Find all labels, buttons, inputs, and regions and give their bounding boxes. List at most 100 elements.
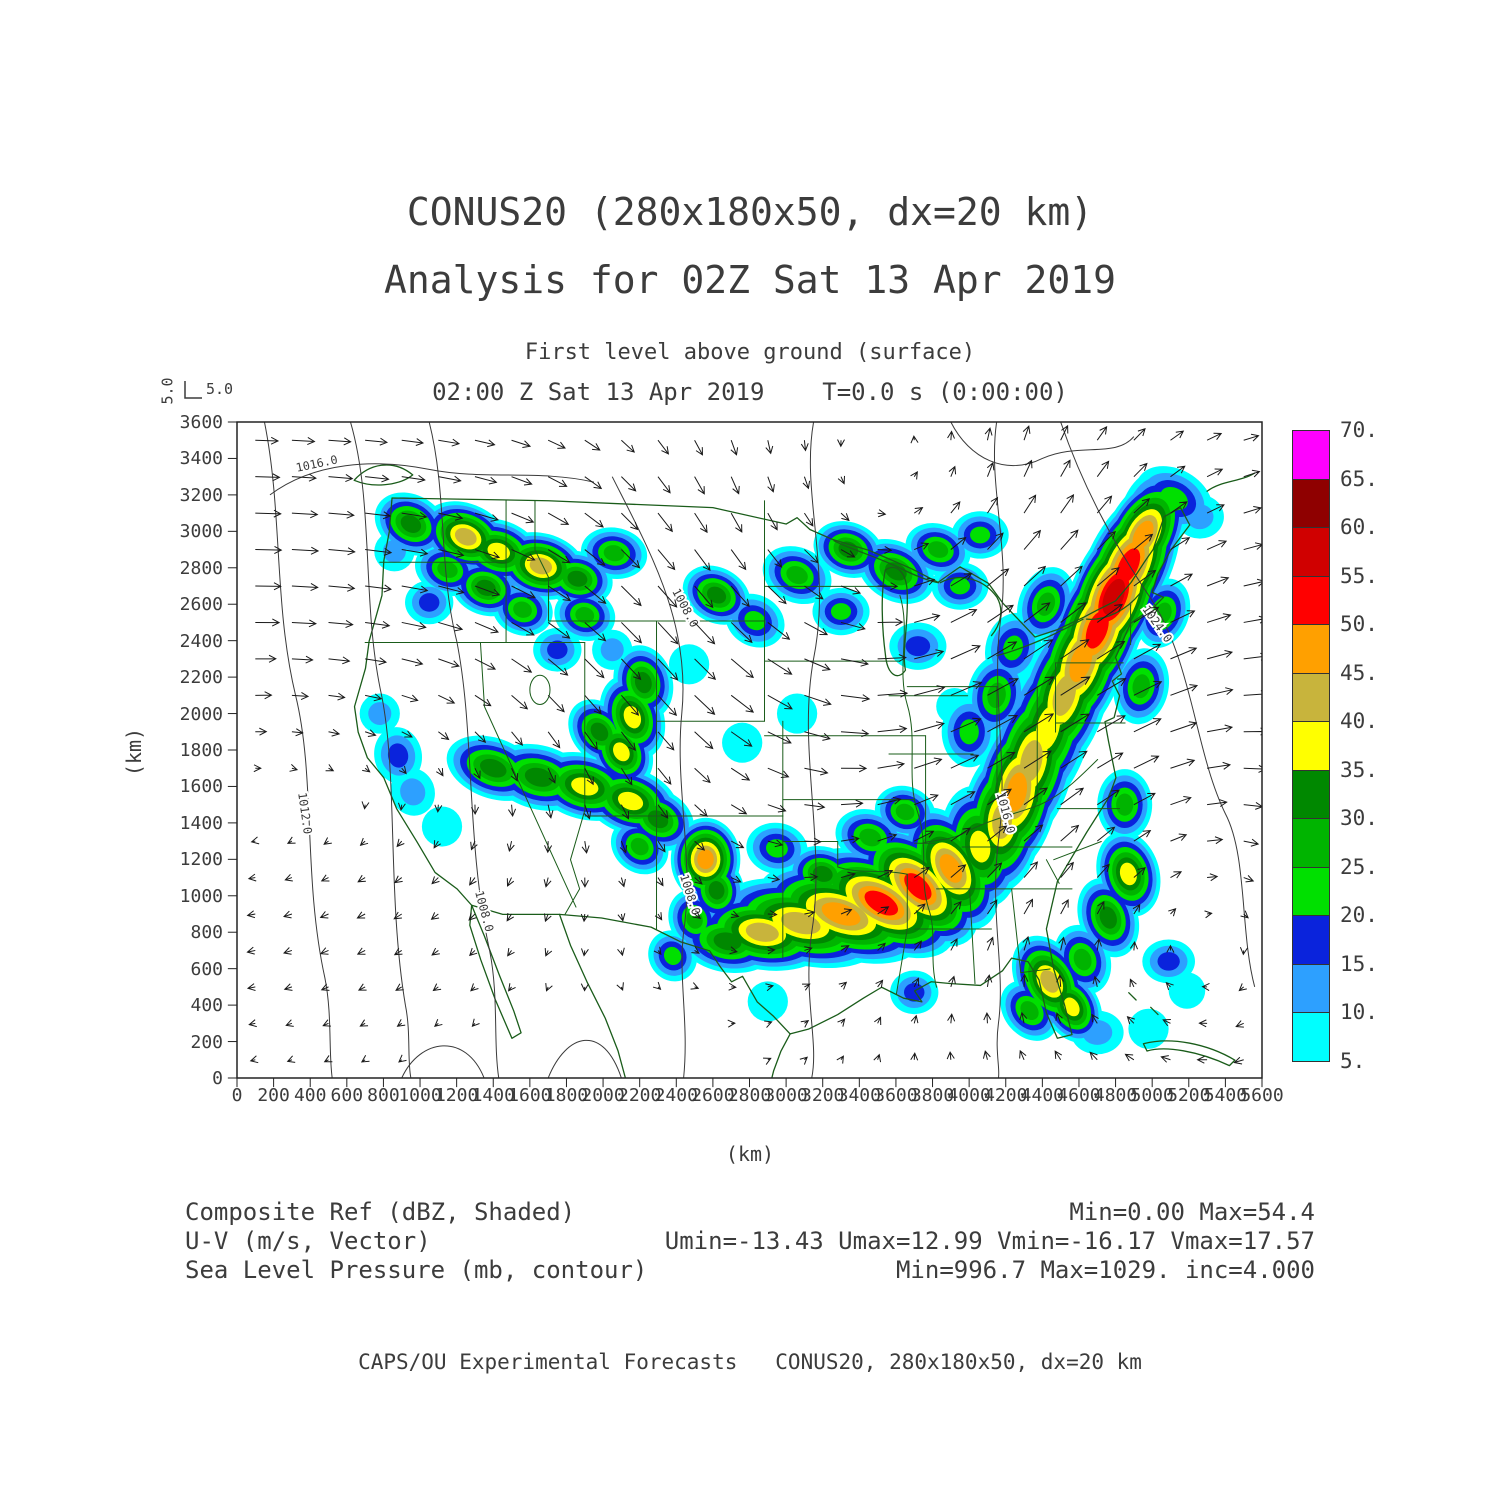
y-tick-label: 3400 — [179, 448, 223, 470]
colorbar-segment — [1292, 624, 1330, 674]
colorbar-segment — [1292, 963, 1330, 1014]
x-tick-label: 5000 — [1130, 1085, 1174, 1106]
great-lake-outline — [882, 568, 907, 676]
colorbar-segment — [1292, 672, 1330, 723]
state-border — [480, 642, 576, 907]
colorbar-boundary-label: 15. — [1340, 951, 1378, 976]
x-tick-label: 3400 — [837, 1085, 881, 1106]
y-axis-title: (km) — [122, 727, 147, 777]
x-axis-title: (km) — [725, 1142, 775, 1166]
mexico-coast — [470, 905, 521, 1038]
us-coast-border-outline — [355, 498, 1190, 1038]
island-outline — [1129, 993, 1136, 1000]
y-tick-label: 3200 — [179, 484, 223, 506]
pressure-contour-line — [808, 422, 819, 1078]
state-border — [565, 810, 585, 914]
state-border — [1012, 889, 1021, 973]
x-tick-label: 0 — [231, 1085, 243, 1106]
x-tick-label: 800 — [367, 1085, 400, 1106]
x-tick-label: 3800 — [910, 1085, 955, 1106]
pressure-contour-line — [402, 1046, 484, 1078]
colorbar-segment — [1292, 769, 1330, 820]
x-tick-label: 2600 — [691, 1085, 735, 1106]
colorbar-boundary-label: 10. — [1340, 1000, 1378, 1025]
y-tick-label: 2400 — [179, 630, 223, 652]
legend-row-pressure: Sea Level Pressure (mb, contour) Min=996… — [185, 1256, 1315, 1285]
colorbar-boundary-label: 70. — [1340, 418, 1378, 442]
state-border — [922, 759, 1098, 843]
mexico-coast — [560, 914, 626, 1078]
y-axis-tick-labels: 3600 3400 3200 3000 2800 2600 2400 2200 2000 1800… — [147, 412, 231, 1089]
colorbar-segment — [1292, 575, 1330, 626]
radar-shading-layer — [359, 466, 1224, 1055]
legend-field1-label: Composite Ref (dBZ, Shaded) — [185, 1198, 576, 1226]
plot-title-line1: CONUS20 (280x180x50, dx=20 km) — [406, 190, 1094, 234]
level-subtitle: First level above ground (surface) — [524, 340, 976, 365]
colorbar-segment — [1292, 430, 1330, 480]
x-tick-label: 4000 — [947, 1085, 991, 1106]
x-tick-label: 1000 — [398, 1085, 442, 1106]
pressure-contour-line — [264, 422, 332, 1078]
field-legend: Composite Ref (dBZ, Shaded) Min=0.00 Max… — [185, 1198, 1315, 1285]
state-border — [970, 889, 975, 984]
x-tick-label: 5600 — [1240, 1085, 1284, 1106]
y-tick-label: 2600 — [179, 594, 223, 616]
state-border — [1046, 860, 1059, 884]
island-outline — [354, 465, 413, 485]
colorbar-boundary-label: 35. — [1340, 757, 1378, 782]
y-tick-label: 1600 — [179, 776, 223, 798]
island-outline — [1151, 1007, 1158, 1014]
x-axis-tick-labels: 0 200 400 600 800 1000 1200 1400 1600 1800 2000 220… — [232, 1085, 1284, 1109]
colorbar-segment — [1292, 866, 1330, 917]
y-tick-label: 2000 — [179, 703, 223, 725]
vector-scale-vertical-label: 5.0 — [158, 377, 177, 405]
colorbar-segment — [1292, 721, 1330, 771]
colorbar-segment — [1292, 527, 1330, 577]
colorbar-boundary-label: 45. — [1340, 660, 1378, 685]
wind-vector-arrows — [247, 426, 1268, 1065]
mexico-coast — [772, 1034, 790, 1078]
state-border — [535, 501, 549, 621]
x-tick-label: 3000 — [764, 1085, 808, 1106]
colorbar-segment — [1292, 818, 1330, 868]
y-tick-label: 3000 — [179, 521, 223, 543]
salt-lake-outline — [530, 675, 550, 704]
map-plot-canvas: 1016.01012.01008.01008.01008.01016.01024… — [237, 422, 1262, 1078]
y-tick-label: 2200 — [179, 667, 223, 689]
great-lake-outline — [997, 619, 1083, 655]
y-tick-label: 1200 — [179, 849, 223, 871]
x-tick-label: 2000 — [581, 1085, 625, 1106]
state-border — [1021, 969, 1050, 973]
legend-row-wind: U-V (m/s, Vector) Umin=-13.43 Umax=12.99… — [185, 1227, 1315, 1256]
y-tick-label: 600 — [190, 958, 223, 980]
x-tick-label: 200 — [257, 1085, 290, 1106]
x-tick-label: 2200 — [617, 1085, 662, 1106]
island-outline — [1207, 473, 1255, 491]
colorbar-boundary-label: 50. — [1340, 612, 1378, 637]
pressure-contour-line — [612, 477, 687, 1078]
x-tick-label: 1800 — [544, 1085, 589, 1106]
pressure-contour-line — [429, 422, 499, 1078]
great-lake-outline — [834, 541, 938, 583]
y-tick-label: 3600 — [179, 412, 223, 433]
pressure-contour-layer — [264, 422, 1254, 1078]
legend-field1-stats: Min=0.00 Max=54.4 — [1069, 1198, 1315, 1226]
x-tick-label: 400 — [293, 1085, 327, 1106]
wind-vector-layer — [247, 426, 1268, 1065]
legend-field3-label: Sea Level Pressure (mb, contour) — [185, 1256, 648, 1284]
vector-scale-key: 5.0 5.0 — [158, 374, 248, 408]
y-tick-label: 1800 — [179, 740, 223, 761]
x-tick-label: 5400 — [1203, 1085, 1248, 1106]
x-tick-label: 4800 — [1093, 1085, 1138, 1106]
x-tick-label: 2800 — [727, 1085, 772, 1106]
colorbar-boundary-label: 5. — [1340, 1049, 1366, 1073]
x-tick-label: 600 — [330, 1085, 364, 1106]
plot-clip-group: 1016.01012.01008.01008.01008.01016.01024… — [247, 422, 1268, 1078]
x-tick-label: 3200 — [801, 1085, 845, 1106]
plot-title-line2: Analysis for 02Z Sat 13 Apr 2019 — [383, 258, 1117, 302]
colorbar-segment — [1292, 915, 1330, 965]
axis-tick-marks — [228, 422, 1262, 1087]
state-border — [896, 874, 907, 994]
colorbar-segment — [1292, 1012, 1330, 1062]
state-border — [783, 841, 907, 874]
